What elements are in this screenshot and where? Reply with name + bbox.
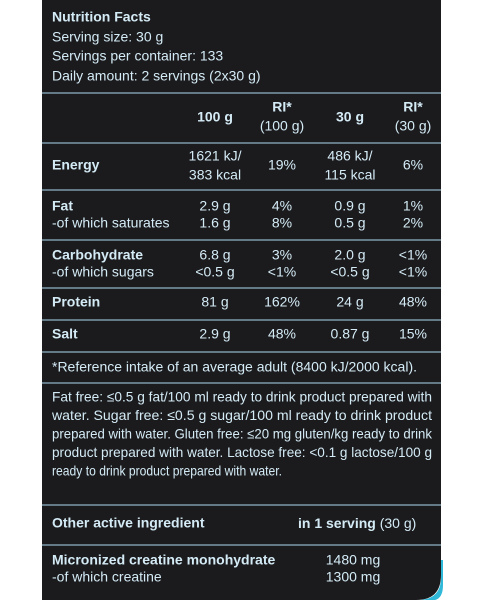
row-label: -of which saturates: [52, 215, 170, 231]
column-header: (100 g): [260, 118, 304, 134]
ingredient-name: Micronized creatine monohydrate: [52, 552, 275, 568]
cell: 2.0 g: [334, 247, 365, 263]
ingredient-amount: 1300 mg: [326, 569, 380, 585]
cell: 1%: [403, 198, 423, 214]
cell: 3%: [272, 247, 292, 263]
cell: 19%: [268, 157, 296, 173]
claim-line: water. Sugar free: ≤0.5 g sugar/100 ml r…: [51, 407, 432, 423]
row-label: Fat: [52, 198, 73, 214]
dividers: [42, 92, 441, 546]
cell: 383 kcal: [189, 167, 241, 183]
cell: 2.9 g: [199, 198, 230, 214]
cell: <0.5 g: [195, 264, 234, 280]
column-header: RI*: [272, 99, 292, 115]
cell: 8%: [272, 215, 292, 231]
servings-per-container: Servings per container: 133: [52, 48, 223, 64]
panel-bg: [42, 0, 441, 600]
column-header: 30 g: [336, 109, 364, 125]
cell: 81 g: [201, 294, 228, 310]
cell: 0.87 g: [331, 326, 370, 342]
column-header: 100 g: [197, 109, 233, 125]
claim-line: ready to drink product prepared with wat…: [52, 463, 282, 479]
serving-amount: (30 g): [376, 515, 416, 531]
ingredient-amount: 1480 mg: [326, 552, 380, 568]
row-label: -of which sugars: [52, 264, 154, 280]
cell: 0.9 g: [334, 198, 365, 214]
cell: 162%: [264, 294, 300, 310]
claim-line: product prepared with water. Lactose fre…: [52, 444, 432, 460]
row-label: Carbohydrate: [52, 247, 143, 263]
cell: 6%: [403, 157, 423, 173]
cell: 1.6 g: [199, 215, 230, 231]
cell: 24 g: [336, 294, 363, 310]
cell: <0.5 g: [330, 264, 369, 280]
serving-size: Serving size: 30 g: [52, 29, 163, 45]
cell: 2.9 g: [199, 326, 230, 342]
cell: <1%: [399, 264, 427, 280]
column-header: RI*: [403, 99, 423, 115]
serving-label: in 1 serving: [298, 515, 376, 531]
claim-line: Fat free: ≤0.5 g fat/100 ml ready to dri…: [52, 389, 432, 405]
column-header: (30 g): [395, 118, 432, 134]
ingredient-name: -of which creatine: [52, 569, 162, 585]
row-label: Protein: [52, 294, 100, 310]
cell: 15%: [399, 326, 427, 342]
cell: 4%: [272, 198, 292, 214]
cell: 2%: [403, 215, 423, 231]
active-heading: Other active ingredient: [52, 515, 205, 531]
cell: 0.5 g: [334, 215, 365, 231]
row-label: Energy: [52, 157, 100, 173]
active-serving: in 1 serving (30 g): [298, 515, 416, 531]
cell: 48%: [268, 326, 296, 342]
cell: 486 kJ/: [327, 148, 372, 164]
cell: 48%: [399, 294, 427, 310]
footnote: *Reference intake of an average adult (8…: [52, 359, 417, 375]
cell: 115 kcal: [324, 167, 375, 183]
cell: <1%: [399, 247, 427, 263]
cell: 1621 kJ/: [189, 148, 242, 164]
title: Nutrition Facts: [52, 9, 151, 25]
row-label: Salt: [52, 326, 78, 342]
claim-line: prepared with water. Gluten free: ≤20 mg…: [52, 426, 433, 442]
cell: 6.8 g: [199, 247, 230, 263]
cell: <1%: [268, 264, 296, 280]
daily-amount: Daily amount: 2 servings (2x30 g): [52, 68, 261, 84]
